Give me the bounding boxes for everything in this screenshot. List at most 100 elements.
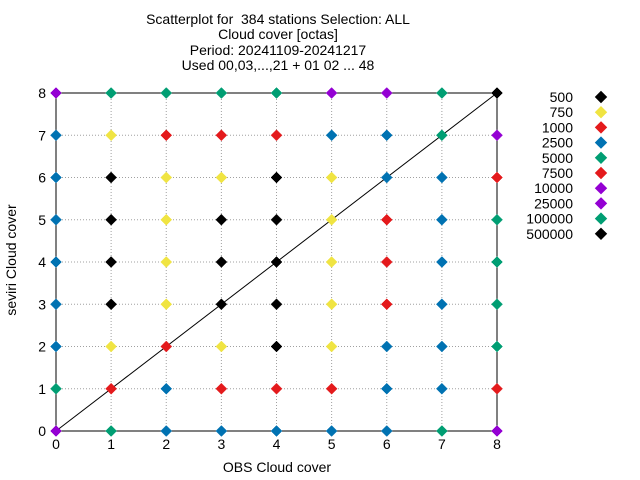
data-point <box>380 171 393 184</box>
data-point <box>325 213 338 226</box>
data-point <box>380 382 393 395</box>
data-point <box>270 129 283 142</box>
data-point <box>105 298 117 311</box>
data-point <box>215 425 228 437</box>
y-tick-label: 6 <box>38 170 46 186</box>
legend-marker <box>594 181 608 195</box>
data-point <box>436 129 448 142</box>
data-point <box>380 213 393 226</box>
x-tick-label: 1 <box>107 436 115 452</box>
data-point <box>491 171 503 184</box>
legend-marker <box>594 121 608 134</box>
data-point <box>105 340 117 353</box>
data-point <box>491 382 503 395</box>
data-point <box>270 382 283 395</box>
legend-marker <box>594 105 608 119</box>
data-point <box>436 340 448 353</box>
data-point <box>325 256 338 268</box>
x-tick-label: 3 <box>217 436 225 452</box>
data-point <box>50 382 62 395</box>
legend-marker <box>594 151 608 165</box>
data-point <box>105 87 117 99</box>
data-point <box>215 129 228 142</box>
data-point <box>160 382 173 395</box>
data-point <box>215 171 228 184</box>
x-tick-label: 6 <box>383 436 391 452</box>
x-tick-label: 2 <box>162 436 170 452</box>
data-point <box>105 171 117 184</box>
data-point <box>491 298 503 311</box>
data-point <box>325 382 338 395</box>
data-point <box>325 340 338 353</box>
data-point <box>160 425 173 437</box>
legend-label: 1000 <box>542 119 573 135</box>
data-point <box>160 213 173 226</box>
data-point <box>325 171 338 184</box>
data-point <box>105 425 117 437</box>
legend-marker <box>594 90 608 104</box>
legend-label: 5000 <box>542 150 573 166</box>
legend: 5007501000250050007500100002500010000050… <box>526 89 608 242</box>
data-point <box>105 382 117 395</box>
x-tick-label: 0 <box>52 436 60 452</box>
legend-marker <box>594 212 608 225</box>
data-point <box>215 340 228 353</box>
data-point <box>105 129 117 142</box>
x-tick-label: 7 <box>438 436 446 452</box>
chart-title-line-3: Period: 20241109-20241217 <box>189 42 367 58</box>
data-point <box>160 340 173 353</box>
x-tick-label: 8 <box>493 436 501 452</box>
data-point <box>491 340 503 353</box>
y-tick-label: 5 <box>38 212 46 228</box>
data-point <box>380 425 393 437</box>
data-point <box>436 213 448 226</box>
data-point <box>380 129 393 142</box>
legend-label: 750 <box>550 104 574 120</box>
data-point <box>380 87 393 99</box>
data-point <box>50 298 62 311</box>
data-point <box>436 256 448 268</box>
data-point <box>270 298 283 311</box>
y-tick-label: 2 <box>38 339 46 355</box>
data-points <box>50 87 503 437</box>
legend-label: 25000 <box>534 195 573 211</box>
data-point <box>436 87 448 99</box>
data-point <box>491 425 503 437</box>
data-point <box>325 425 338 437</box>
y-tick-label: 0 <box>38 423 46 439</box>
data-point <box>436 425 448 437</box>
data-point <box>436 298 448 311</box>
data-point <box>380 256 393 268</box>
legend-label: 2500 <box>542 135 573 151</box>
legend-label: 10000 <box>534 180 573 196</box>
data-point <box>50 171 62 184</box>
y-tick-label: 7 <box>38 127 46 143</box>
data-point <box>50 129 62 142</box>
data-point <box>270 256 283 268</box>
data-point <box>215 87 228 99</box>
data-point <box>105 213 117 226</box>
data-point <box>436 171 448 184</box>
data-point <box>325 87 338 99</box>
y-tick-label: 4 <box>38 254 46 270</box>
chart-title-line-2: Cloud cover [octas] <box>218 26 338 42</box>
y-tick-labels: 0 1 2 3 4 5 6 7 8 <box>38 85 46 439</box>
x-tick-label: 5 <box>328 436 336 452</box>
data-point <box>215 298 228 311</box>
data-point <box>436 382 448 395</box>
data-point <box>325 129 338 142</box>
data-point <box>160 256 173 268</box>
data-point <box>491 87 503 99</box>
data-point <box>105 256 117 268</box>
legend-label: 100000 <box>526 211 573 227</box>
data-point <box>50 425 62 437</box>
data-point <box>50 256 62 268</box>
data-point <box>215 213 228 226</box>
data-point <box>270 171 283 184</box>
x-tick-label: 4 <box>273 436 281 452</box>
data-point <box>380 298 393 311</box>
data-point <box>325 298 338 311</box>
y-tick-label: 3 <box>38 296 46 312</box>
data-point <box>50 87 62 99</box>
